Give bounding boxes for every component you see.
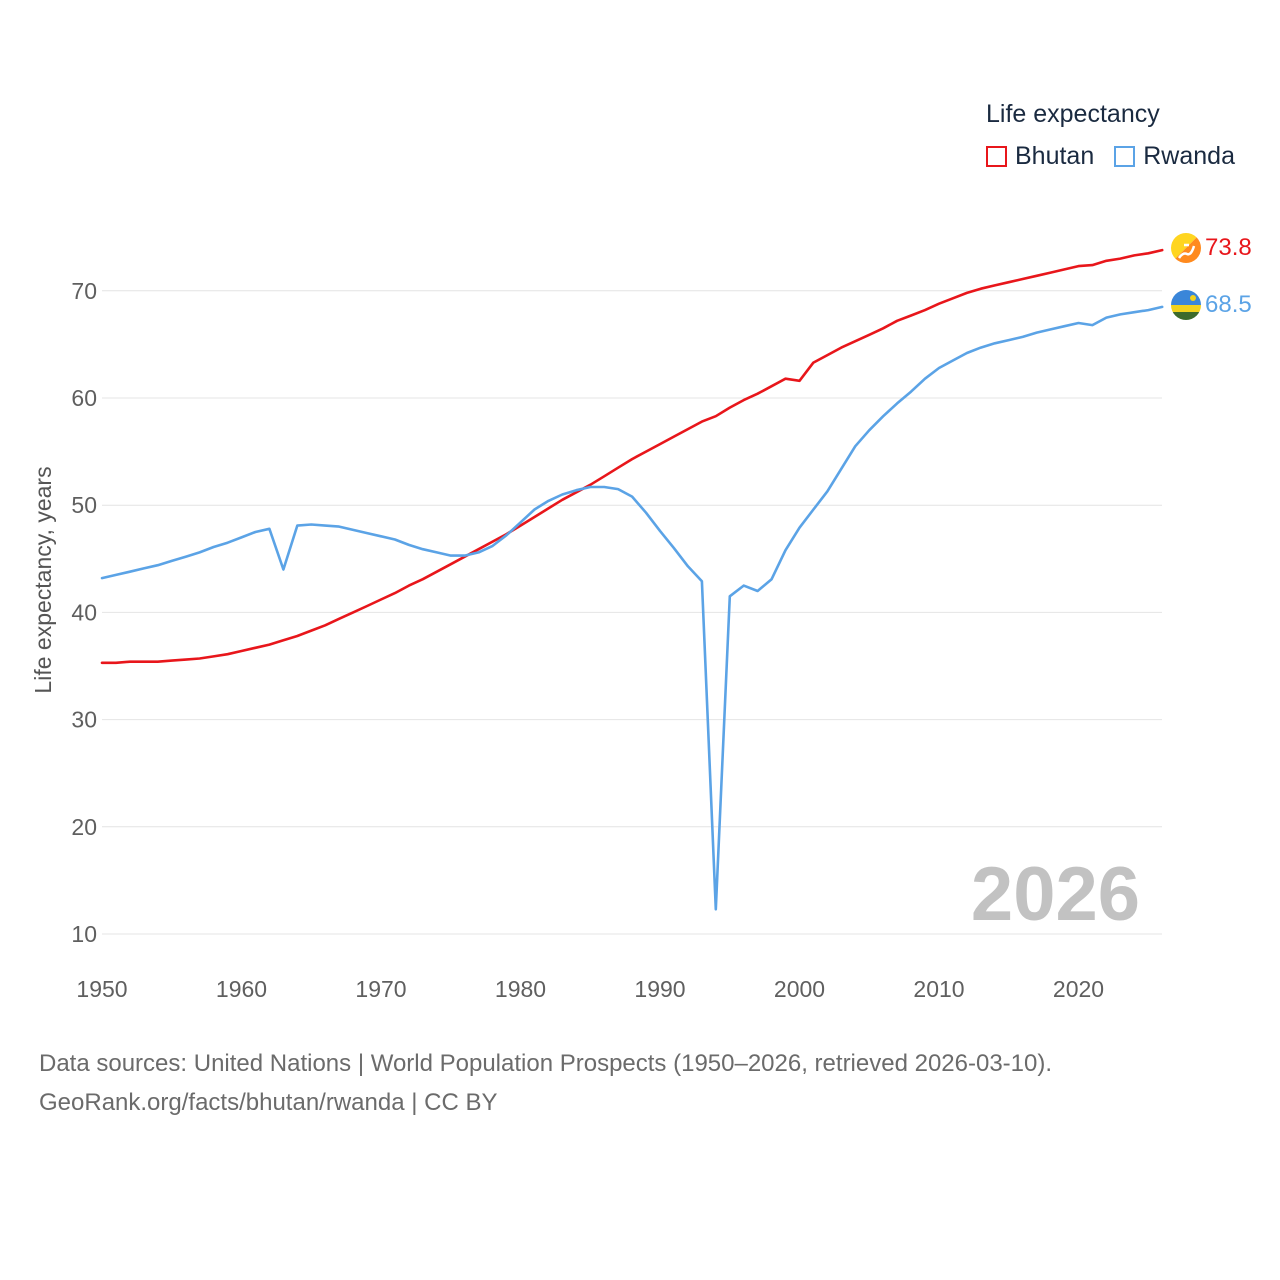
y-axis-label: Life expectancy, years [30, 466, 56, 693]
series-line-rwanda[interactable] [100, 305, 1164, 911]
source-note: Data sources: United Nations | World Pop… [39, 1044, 1052, 1122]
legend-item-rwanda[interactable]: Rwanda [1114, 142, 1235, 171]
x-tick-label: 2020 [1053, 976, 1104, 1002]
y-tick-label: 40 [71, 599, 97, 625]
bhutan-end-label: 73.8 [1205, 234, 1252, 261]
source-line-2[interactable]: GeoRank.org/facts/bhutan/rwanda | CC BY [39, 1089, 498, 1116]
rwanda-flag-icon [1171, 290, 1201, 320]
y-tick-label: 10 [71, 921, 97, 947]
x-tick-label: 1990 [634, 976, 685, 1002]
legend-item-bhutan[interactable]: Bhutan [986, 142, 1094, 171]
x-tick-label: 1960 [216, 976, 267, 1002]
year-watermark: 2026 [971, 852, 1140, 937]
legend-label-bhutan: Bhutan [1015, 142, 1095, 170]
y-tick-label: 30 [71, 707, 97, 733]
series-line-bhutan[interactable] [100, 248, 1164, 665]
bhutan-swatch [986, 146, 1007, 167]
rwanda-swatch [1114, 146, 1136, 167]
y-tick-label: 20 [71, 814, 97, 840]
x-tick-label: 1980 [495, 976, 546, 1002]
source-line-1: Data sources: United Nations | World Pop… [39, 1050, 1053, 1077]
x-tick-label: 2000 [774, 976, 825, 1002]
rwanda-end-label: 68.5 [1205, 291, 1252, 318]
y-tick-label: 60 [71, 385, 97, 411]
legend-label-rwanda: Rwanda [1143, 142, 1235, 170]
legend-title: Life expectancy [986, 100, 1160, 128]
bhutan-flag-icon [1171, 233, 1201, 263]
legend: Bhutan Rwanda [986, 142, 1255, 171]
y-tick-label: 70 [71, 278, 97, 304]
x-tick-label: 2010 [913, 976, 964, 1002]
x-tick-label: 1970 [355, 976, 406, 1002]
x-tick-label: 1950 [76, 976, 127, 1002]
y-tick-label: 50 [71, 492, 97, 518]
